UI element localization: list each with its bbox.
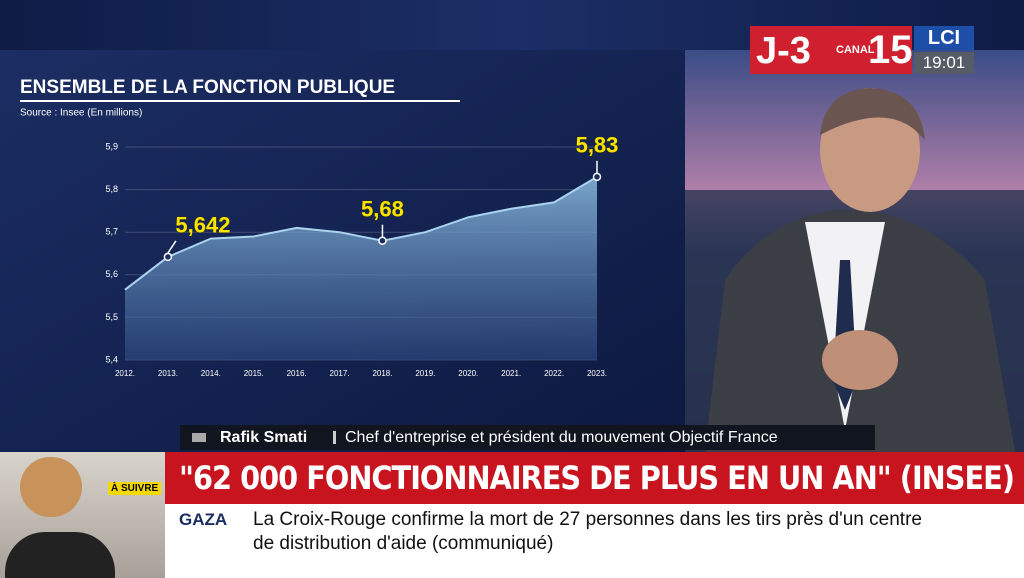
line	[124, 175, 598, 291]
y-tick-label: 5,4	[105, 354, 118, 364]
y-tick-label: 5,6	[105, 269, 118, 279]
x-tick-label: 2023.	[587, 369, 607, 378]
x-tick-label: 2015.	[244, 369, 264, 378]
point	[378, 236, 387, 245]
guest-role: Chef d'entreprise et président du mouvem…	[345, 429, 778, 446]
headline: "62 000 FONCTIONNAIRES DE PLUS EN UN AN"…	[165, 452, 1024, 504]
ticker-text: La Croix-Rouge confirme la mort de 27 pe…	[253, 509, 922, 554]
countdown: J-3	[756, 30, 811, 72]
x-tick-label: 2016.	[287, 369, 307, 378]
chart-subtitle: Source : Insee (En millions)	[20, 108, 142, 119]
chart-title: ENSEMBLE DE LA FONCTION PUBLIQUE	[20, 77, 395, 98]
thumbnail-body	[5, 532, 115, 578]
area	[125, 176, 597, 360]
lower-third: Rafik Smati Chef d'entreprise et préside…	[180, 425, 875, 450]
y-tick-label: 5,8	[105, 184, 118, 194]
chart: ENSEMBLE DE LA FONCTION PUBLIQUE Source …	[0, 50, 685, 452]
value-label: 5,68	[361, 197, 404, 222]
point	[592, 172, 602, 182]
guest-name: Rafik Smati	[220, 429, 308, 446]
ticker-topic: GAZA	[179, 510, 228, 529]
x-tick-label: 2018.	[372, 369, 392, 378]
canal: CANAL	[836, 44, 875, 56]
x-tick-label: 2021.	[501, 369, 521, 378]
next-thumbnail: À SUIVRE	[0, 452, 165, 578]
thumbnail-hair	[20, 457, 82, 517]
lci-logo: LCI	[914, 26, 974, 50]
y-tick-label: 5,7	[105, 227, 118, 237]
x-tick-label: 2013.	[158, 369, 178, 378]
x-tick-label: 2020.	[458, 369, 478, 378]
x-tick-label: 2019.	[415, 369, 435, 378]
ticker: GAZA La Croix-Rouge confirme la mort de …	[165, 504, 1024, 578]
y-tick-label: 5,5	[105, 312, 118, 322]
x-tick-label: 2017.	[330, 369, 350, 378]
x-tick-label: 2012.	[115, 369, 135, 378]
label-leader	[167, 240, 177, 254]
value-label: 5,83	[576, 133, 619, 158]
clock: 19:01	[914, 52, 974, 74]
value-label: 5,642	[175, 213, 230, 238]
point	[163, 252, 173, 262]
canal15-logo: J-3 CANAL 15	[750, 26, 913, 74]
separator	[333, 431, 336, 444]
studio-view	[685, 50, 1024, 452]
x-tick-label: 2022.	[544, 369, 564, 378]
y-tick-label: 5,9	[105, 141, 118, 151]
number: 15	[868, 28, 913, 72]
camera-icon	[192, 433, 206, 442]
next-label: À SUIVRE	[108, 482, 162, 495]
x-tick-label: 2014.	[201, 369, 221, 378]
